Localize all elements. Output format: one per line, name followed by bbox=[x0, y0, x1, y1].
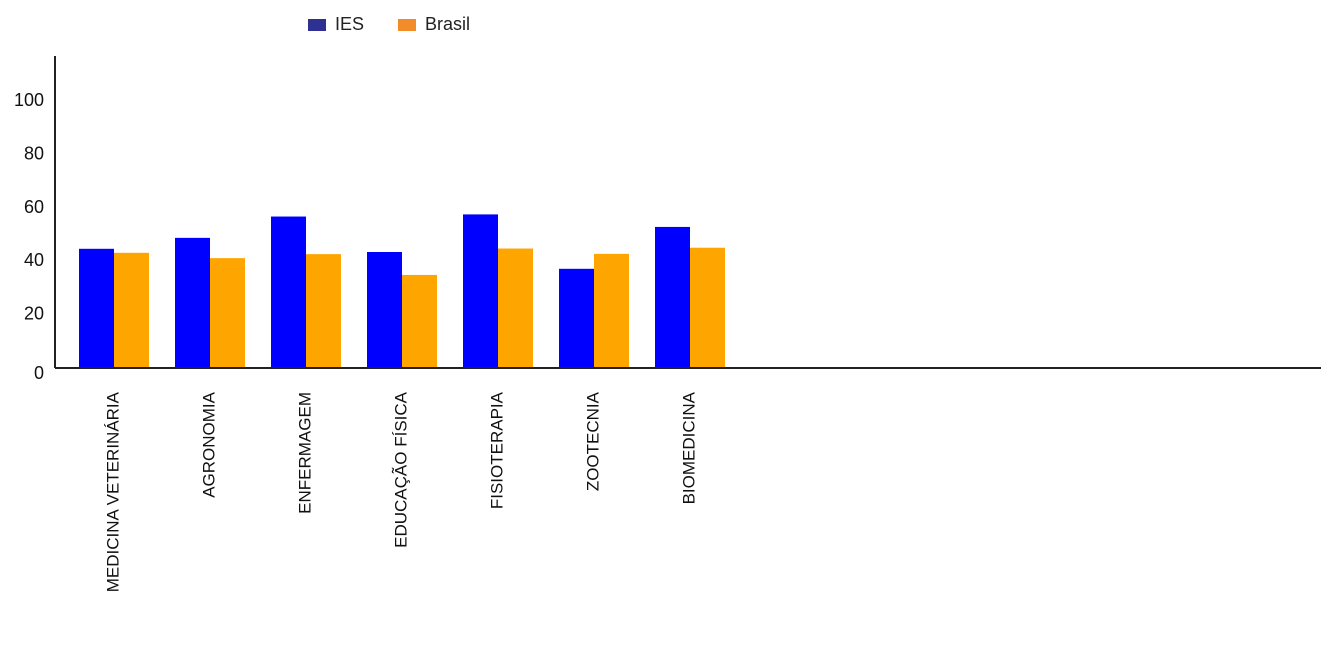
legend-swatch-brasil bbox=[398, 18, 417, 31]
x-category-label-6: BIOMEDICINA bbox=[679, 391, 698, 504]
y-tick-label-40: 40 bbox=[24, 250, 44, 270]
bar-brasil-4 bbox=[498, 248, 533, 368]
legend-label-brasil: Brasil bbox=[425, 14, 471, 34]
bar-brasil-2 bbox=[306, 254, 341, 368]
y-tick-label-0: 0 bbox=[34, 363, 44, 383]
chart-legend: IES Brasil bbox=[308, 14, 504, 35]
x-category-label-1: AGRONOMIA bbox=[199, 391, 218, 497]
bar-ies-1 bbox=[175, 237, 210, 368]
x-category-label-5: ZOOTECNIA bbox=[583, 391, 602, 491]
bar-ies-2 bbox=[271, 216, 306, 368]
bar-brasil-6 bbox=[690, 247, 725, 368]
x-category-label-3: EDUCAÇÃO FÍSICA bbox=[391, 391, 410, 548]
x-category-label-0: MEDICINA VETERINÁRIA bbox=[103, 391, 122, 592]
bar-brasil-3 bbox=[402, 274, 437, 368]
bar-ies-6 bbox=[655, 226, 690, 368]
x-category-label-2: ENFERMAGEM bbox=[295, 392, 314, 514]
y-tick-label-20: 20 bbox=[24, 303, 44, 323]
y-tick-label-80: 80 bbox=[24, 143, 44, 163]
bar-brasil-5 bbox=[594, 253, 629, 368]
x-category-label-4: FISIOTERAPIA bbox=[487, 391, 506, 509]
bar-brasil-0 bbox=[114, 252, 149, 368]
bar-ies-0 bbox=[79, 248, 114, 368]
bar-brasil-1 bbox=[210, 258, 245, 368]
y-tick-label-60: 60 bbox=[24, 197, 44, 217]
legend-label-ies: IES bbox=[335, 14, 365, 34]
bar-ies-5 bbox=[559, 268, 594, 368]
legend-swatch-ies bbox=[308, 18, 326, 31]
bar-ies-4 bbox=[463, 214, 498, 368]
legend-item-ies[interactable]: IES bbox=[308, 14, 364, 35]
bar-ies-3 bbox=[367, 252, 402, 368]
legend-item-brasil[interactable]: Brasil bbox=[398, 14, 470, 35]
y-tick-label-100: 100 bbox=[14, 90, 44, 110]
